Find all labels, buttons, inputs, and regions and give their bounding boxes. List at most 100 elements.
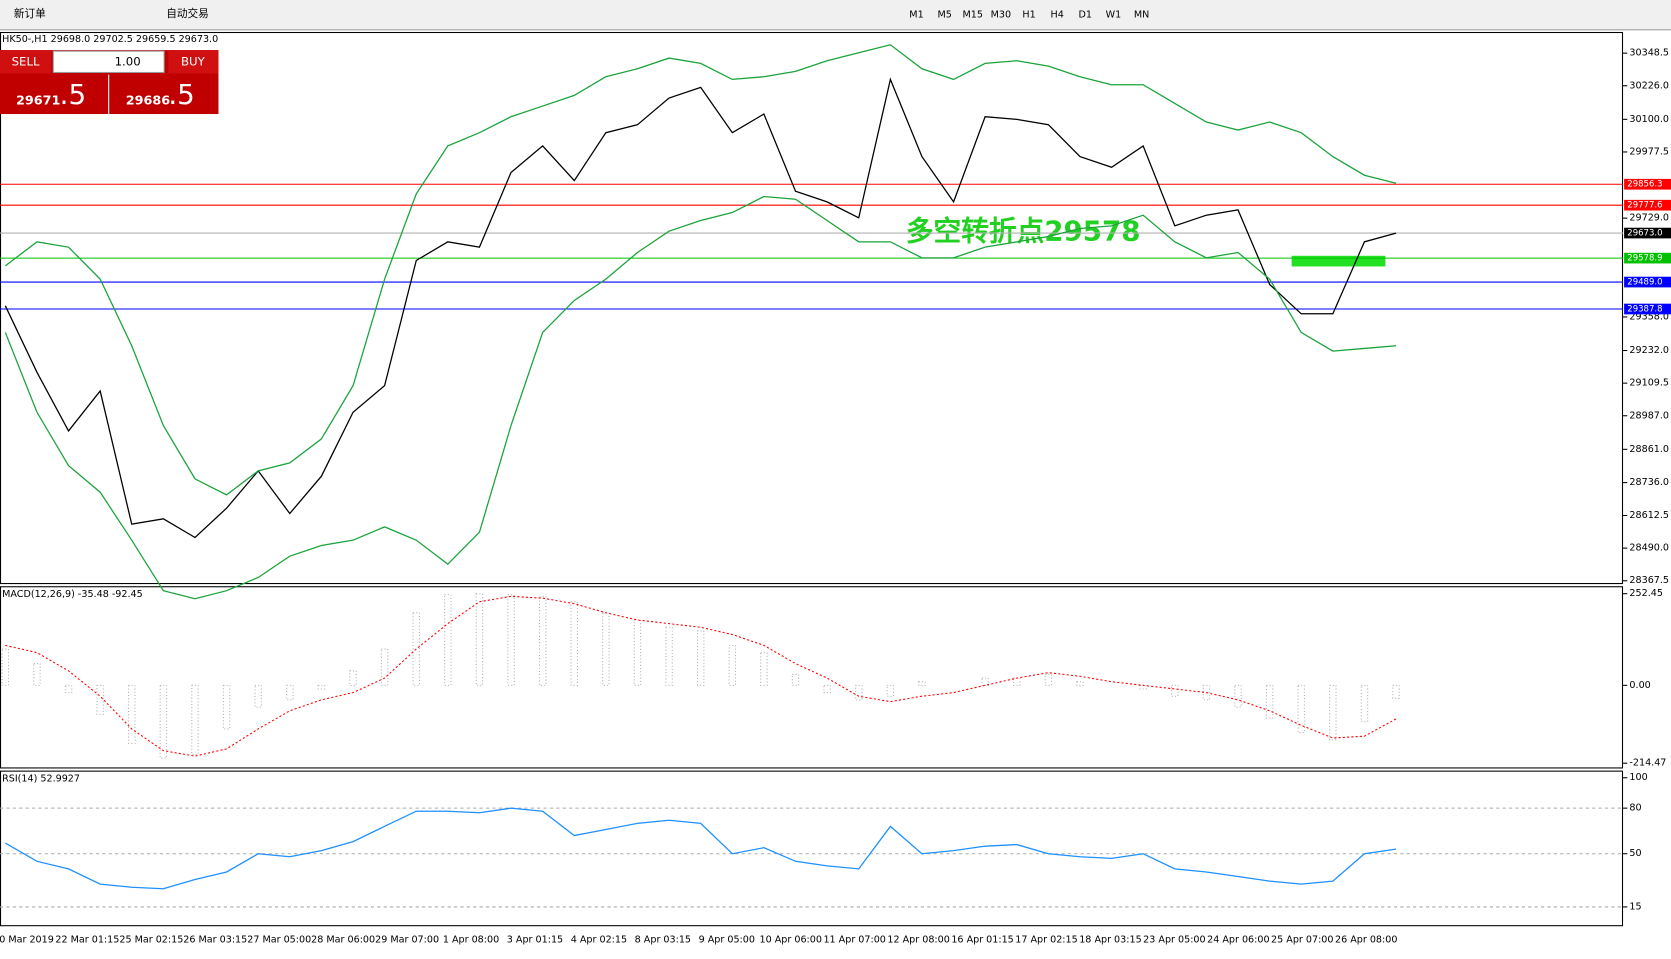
timeframe-button[interactable]: M15 <box>963 9 983 20</box>
x-tick-label: 12 Apr 08:00 <box>887 935 949 946</box>
macd-bar <box>633 619 642 686</box>
level-tag <box>1624 227 1671 239</box>
timeframe-button[interactable]: M1 <box>909 9 923 20</box>
lower-line <box>4 195 1397 600</box>
y-tick-label: 50 <box>1629 848 1641 859</box>
timeframe-button[interactable]: D1 <box>1079 9 1092 20</box>
x-tick-label: 4 Apr 02:15 <box>571 935 627 946</box>
annotation: 多空转折点29578 <box>906 214 1141 247</box>
lot-input[interactable]: 1.00 <box>115 54 141 68</box>
y-tick-label: 28861.0 <box>1629 444 1669 455</box>
level-label: 29777.6 <box>1627 201 1662 211</box>
sell-button[interactable]: SELL <box>12 54 40 68</box>
timeframe-button[interactable]: MN <box>1134 9 1149 20</box>
x-tick-label: 17 Apr 02:15 <box>1015 935 1077 946</box>
zone-marker <box>1291 255 1386 267</box>
level-label: 29387.8 <box>1627 305 1662 315</box>
level-label: 29856.3 <box>1627 180 1662 190</box>
x-tick-label: 8 Apr 03:15 <box>635 935 691 946</box>
timeframe-button[interactable]: M30 <box>991 9 1011 20</box>
level-label: 29489.0 <box>1627 278 1662 288</box>
chart-header: HK50-,H1 29698.0 29702.5 29659.5 29673.0 <box>2 34 218 45</box>
y-tick-label: -214.47 <box>1629 758 1666 769</box>
macd-bar <box>317 684 326 690</box>
macd-bar <box>823 684 831 694</box>
macd-bar <box>570 601 578 686</box>
level-tag <box>1624 199 1671 211</box>
buy-button[interactable]: BUY <box>181 54 206 68</box>
x-tick-label: 18 Apr 03:15 <box>1079 935 1141 946</box>
macd-bar <box>1139 684 1147 690</box>
x-tick-label: 26 Mar 03:15 <box>183 935 247 946</box>
macd-bar <box>254 684 262 708</box>
macd-header: MACD(12,26,9) -35.48 -92.45 <box>2 589 143 600</box>
rsi-line <box>5 807 1397 890</box>
y-tick-label: 29358.0 <box>1629 311 1669 322</box>
y-tick-label: 30100.0 <box>1629 114 1669 125</box>
timeframe-button[interactable]: H1 <box>1022 9 1035 20</box>
macd-pane <box>0 586 1624 769</box>
bid-fraction: .5 <box>60 78 86 111</box>
signal-line <box>5 595 1397 757</box>
trade-panel: SELL 1.00 BUY 29671 .5 29686 .5 <box>0 50 219 115</box>
x-tick-label: 9 Apr 05:00 <box>699 935 755 946</box>
macd-bar <box>1 648 10 686</box>
macd-bar <box>1013 677 1021 686</box>
y-tick-label: 100 <box>1629 772 1647 783</box>
timeframe-button[interactable]: M5 <box>937 9 951 20</box>
level-label: 29673.0 <box>1627 229 1662 239</box>
macd-bar <box>33 663 41 686</box>
macd-bar <box>1044 673 1053 686</box>
macd-bar <box>380 648 389 686</box>
y-tick-label: 28987.0 <box>1629 410 1669 421</box>
y-tick-label: 29977.5 <box>1629 146 1669 157</box>
macd-bar <box>981 677 989 686</box>
macd-bar <box>191 684 199 755</box>
macd-bar <box>1392 684 1400 699</box>
macd-bar <box>1360 684 1369 723</box>
level-tag <box>1624 303 1671 315</box>
macd-bar <box>444 594 452 686</box>
macd-bar <box>64 684 73 694</box>
x-tick-label: 25 Mar 02:15 <box>119 935 183 946</box>
y-tick-label: 30348.5 <box>1629 48 1669 59</box>
y-tick-label: 29109.5 <box>1629 378 1669 389</box>
macd-bar <box>128 684 136 744</box>
x-tick-label: 28 Mar 06:00 <box>311 935 375 946</box>
macd-bar <box>602 612 610 686</box>
macd-bar <box>760 652 768 686</box>
macd-bar <box>696 630 705 686</box>
macd-bar <box>412 612 420 686</box>
y-tick-label: 29232.0 <box>1629 345 1669 356</box>
y-tick-label: 30226.0 <box>1629 80 1669 91</box>
price-pane <box>0 31 1624 585</box>
timeframe-button[interactable]: W1 <box>1106 9 1122 20</box>
macd-bar <box>1202 684 1211 701</box>
new-order-button[interactable]: 新订单 <box>14 7 46 20</box>
y-tick-label: 252.45 <box>1629 588 1663 599</box>
x-tick-label: 29 Mar 07:00 <box>375 935 439 946</box>
x-tick-label: 23 Apr 05:00 <box>1143 935 1205 946</box>
level-label: 29578.9 <box>1627 254 1662 264</box>
y-tick-label: 28736.0 <box>1629 477 1669 488</box>
macd-bar <box>475 593 484 686</box>
macd-bar <box>665 626 673 686</box>
x-tick-label: 16 Apr 01:15 <box>951 935 1013 946</box>
x-tick-label: 25 Apr 07:00 <box>1271 935 1333 946</box>
rsi-header: RSI(14) 52.9927 <box>2 774 80 785</box>
macd-bar <box>1265 684 1274 719</box>
y-tick-label: 28612.5 <box>1629 510 1669 521</box>
macd-bar <box>886 684 895 697</box>
timeframe-button[interactable]: H4 <box>1051 9 1064 20</box>
macd-bar <box>222 684 231 730</box>
macd-bar <box>159 684 168 759</box>
x-tick-label: 22 Mar 01:15 <box>55 935 119 946</box>
auto-trade-button[interactable]: 自动交易 <box>166 7 209 20</box>
x-tick-label: 20 Mar 2019 <box>0 935 54 946</box>
x-tick-label: 26 Apr 08:00 <box>1335 935 1397 946</box>
macd-bar <box>1171 684 1179 697</box>
macd-bar <box>286 684 294 701</box>
ask-fraction: .5 <box>168 78 194 111</box>
macd-bar <box>538 595 547 686</box>
macd-bar <box>1329 684 1337 741</box>
